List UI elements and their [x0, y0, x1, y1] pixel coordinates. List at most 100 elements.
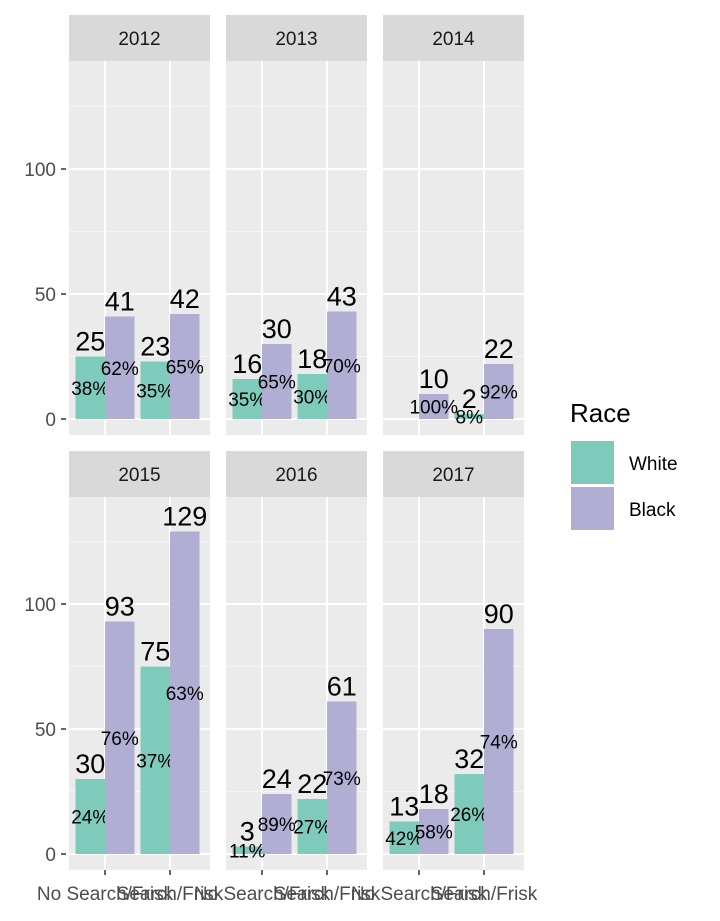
panel-title: 2015 — [118, 465, 160, 486]
bar-value-label: 30 — [262, 314, 292, 344]
bar-percent-label: 42% — [385, 829, 423, 850]
panel-strip — [383, 15, 524, 61]
bar-white — [232, 846, 262, 854]
panel-title: 2017 — [432, 465, 474, 486]
x-tick-label: No Search/Frisk — [37, 884, 174, 905]
panel-2013: 2013 16 35% 18 30% 30 65% 43 70% — [226, 15, 367, 435]
bar-black — [484, 364, 514, 419]
bar-percent-label: 58% — [415, 823, 453, 844]
y-tick-label: 50 — [35, 720, 56, 741]
bar-percent-label: 92% — [480, 383, 518, 404]
panel-strip — [69, 15, 210, 61]
bar-black — [327, 311, 357, 419]
legend-label: White — [629, 454, 678, 475]
x-tick-label: Search/Frisk — [431, 884, 538, 905]
bar-value-label: 2 — [462, 384, 477, 414]
bar-value-label: 18 — [297, 344, 327, 374]
bar-black — [105, 316, 135, 419]
bar-percent-label: 89% — [258, 815, 296, 836]
bar-white — [454, 414, 484, 419]
bar-percent-label: 76% — [101, 729, 139, 750]
bar-percent-label: 11% — [229, 841, 266, 862]
panels: 20122538%2335%4162%4265%20131635%1830%30… — [69, 15, 524, 875]
bar-black — [105, 621, 135, 854]
bar-percent-label: 73% — [323, 769, 361, 790]
y-tick-label: 100 — [24, 160, 56, 181]
bar-value-label: 61 — [327, 672, 357, 702]
bar-value-label: 41 — [105, 287, 135, 317]
bar-value-label: 32 — [454, 744, 484, 774]
legend-title: Race — [570, 398, 631, 428]
panel-title: 2016 — [275, 465, 317, 486]
bar-white — [389, 821, 419, 854]
panel-2015: 2015 30 24% 75 37% 93 76% 129 63% — [69, 451, 210, 875]
bar-value-label: 23 — [140, 332, 170, 362]
bar-percent-label: 8% — [456, 408, 484, 429]
bar-percent-label: 37% — [136, 751, 174, 772]
bar-percent-label: 62% — [101, 359, 139, 380]
bar-value-label: 10 — [419, 364, 449, 394]
bar-percent-label: 38% — [71, 379, 109, 400]
bar-percent-label: 63% — [166, 684, 204, 705]
legend-key-white — [571, 441, 614, 484]
bar-black — [262, 344, 292, 419]
panel-title: 2013 — [275, 29, 317, 50]
bar-black — [327, 701, 357, 854]
y-tick-label: 0 — [45, 845, 56, 866]
bar-percent-label: 24% — [71, 808, 109, 829]
panel-strip — [69, 451, 210, 497]
legend-key-black — [571, 487, 614, 530]
x-tick-label: No Search/Frisk — [351, 884, 488, 905]
bar-percent-label: 65% — [258, 373, 296, 394]
bar-value-label: 93 — [105, 592, 135, 622]
bar-percent-label: 74% — [480, 733, 518, 754]
bar-value-label: 25 — [75, 327, 105, 357]
legend: Race White Black — [570, 398, 678, 530]
bar-value-label: 16 — [232, 349, 262, 379]
bar-black — [170, 531, 200, 854]
panel-title: 2012 — [118, 29, 160, 50]
bar-white — [75, 356, 105, 419]
bar-value-label: 24 — [262, 764, 292, 794]
panel-2014: 2014 28% 10 100% 22 92% — [383, 15, 524, 435]
bar-percent-label: 27% — [293, 818, 331, 839]
panel-title: 2014 — [432, 29, 475, 50]
bar-value-label: 22 — [484, 334, 514, 364]
bar-value-label: 90 — [484, 599, 514, 629]
y-tick-label: 50 — [35, 285, 56, 306]
bar-value-label: 42 — [170, 284, 200, 314]
bar-black — [419, 394, 449, 419]
bar-white — [140, 361, 170, 419]
panel-2012: 2012 25 38% 23 35% 41 62% 42 65% — [69, 15, 210, 435]
panel-2017: 2017 13 42% 32 26%18 58% 90 74% — [383, 451, 524, 875]
bar-value-label: 43 — [327, 282, 357, 312]
bar-white — [297, 374, 327, 419]
bar-white — [454, 774, 484, 854]
legend-label: Black — [629, 500, 676, 521]
x-tick-label: No Search/Frisk — [194, 884, 331, 905]
bar-percent-label: 100% — [409, 398, 458, 419]
bar-black — [419, 809, 449, 854]
bar-white — [297, 799, 327, 854]
bar-percent-label: 26% — [450, 805, 488, 826]
panel-strip — [226, 15, 367, 61]
bar-value-label: 129 — [162, 502, 207, 532]
bar-black — [484, 629, 514, 854]
bar-value-label: 13 — [389, 792, 419, 822]
bar-value-label: 18 — [419, 779, 449, 809]
bar-value-label: 22 — [297, 769, 327, 799]
bar-white — [232, 379, 262, 419]
bar-value-label: 75 — [140, 637, 170, 667]
bar-percent-label: 65% — [166, 358, 204, 379]
bar-value-label: 30 — [75, 749, 105, 779]
bar-percent-label: 35% — [228, 390, 266, 411]
bar-percent-label: 35% — [136, 381, 174, 402]
y-tick-label: 100 — [24, 595, 56, 616]
bar-value-label: 3 — [240, 817, 255, 847]
panel-2016: 2016 311% 22 27% 24 89% 61 73% — [226, 451, 367, 875]
bar-white — [75, 779, 105, 854]
bar-white — [140, 666, 170, 854]
y-axes: 0 50 100 0 50 100 — [24, 160, 66, 866]
